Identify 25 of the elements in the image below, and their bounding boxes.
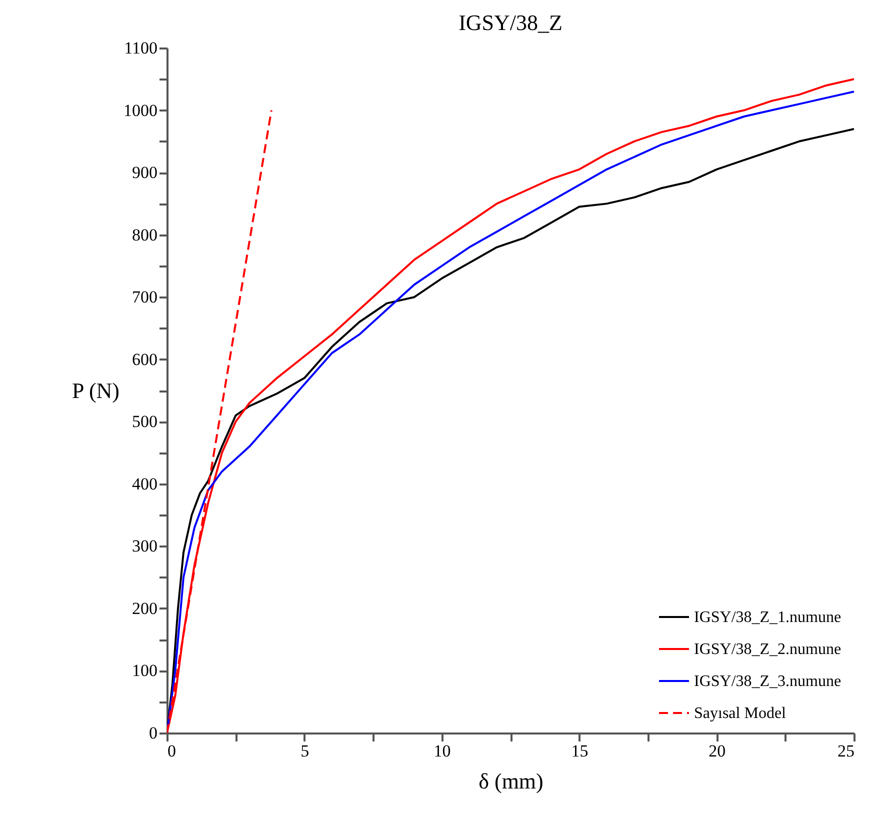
y-tick-label: 600 <box>132 350 158 369</box>
y-tick-label: 500 <box>132 412 158 432</box>
y-tick-label: 100 <box>132 661 158 680</box>
x-tick-label: 5 <box>300 742 310 760</box>
y-tick-label: 200 <box>132 598 158 618</box>
y-tick-label: 300 <box>132 536 158 556</box>
legend-label: IGSY/38_Z_2.numune <box>694 641 842 658</box>
y-tick-label: 1000 <box>124 100 158 120</box>
x-tick-label: 20 <box>708 742 726 760</box>
y-tick-label: 400 <box>132 474 158 494</box>
legend-label: IGSY/38_Z_1.numune <box>694 609 842 626</box>
x-tick-label: 0 <box>168 742 176 760</box>
y-tick-label: 0 <box>149 724 158 742</box>
y-tick-label: 700 <box>132 288 158 307</box>
x-tick-label: 10 <box>434 742 451 760</box>
y-tick-label: 900 <box>132 163 158 182</box>
y-tick-label: 800 <box>132 225 158 244</box>
legend-label: IGSY/38_Z_3.numune <box>694 673 842 690</box>
x-tick-label: 25 <box>838 742 854 760</box>
x-tick-label: 15 <box>571 742 588 760</box>
legend-label: Sayısal Model <box>694 705 787 722</box>
chart-title: IGSY/38_Z <box>458 10 562 35</box>
x-axis-title: δ (mm) <box>478 768 544 794</box>
y-axis-title: P (N) <box>72 378 120 403</box>
y-tick-label: 1100 <box>124 38 158 58</box>
